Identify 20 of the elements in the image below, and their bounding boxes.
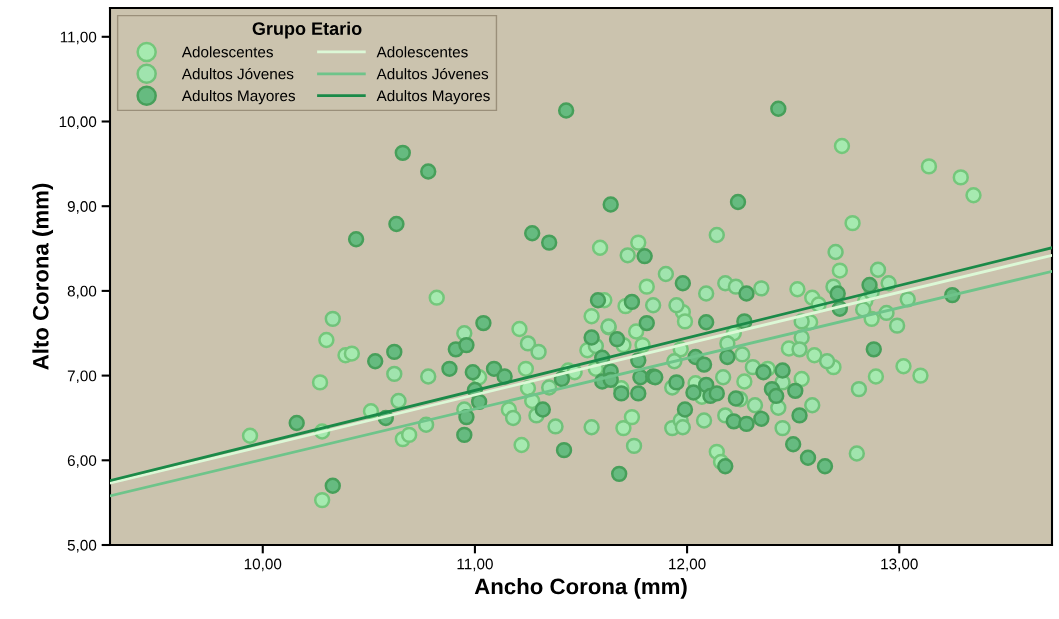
y-tick-label: 8,00 — [67, 285, 97, 299]
x-tick-label: 12,00 — [669, 558, 706, 572]
legend-label: Adultos Jóvenes — [181, 67, 294, 80]
x-tick-label: 11,00 — [457, 558, 493, 572]
x-tick-label: 10,00 — [244, 558, 282, 572]
y-tick-label: 9,00 — [67, 201, 97, 214]
legend-label: Adultos Mayores — [181, 89, 296, 105]
legend-label: Adultos Mayores — [376, 89, 490, 105]
legend-title: Grupo Etario — [252, 21, 362, 39]
legend-label: Adolescentes — [181, 46, 273, 58]
y-tick-label: 11,00 — [60, 31, 97, 45]
legend-label: Adultos Jóvenes — [376, 67, 489, 80]
x-axis-title: Ancho Corona (mm) — [474, 577, 687, 599]
y-tick-label: 5,00 — [67, 539, 97, 553]
y-tick-label: 6,00 — [67, 455, 97, 468]
y-tick-label: 10,00 — [59, 116, 97, 129]
y-axis-title: Alto Corona (mm) — [32, 183, 54, 370]
legend-label: Adolescentes — [376, 46, 468, 58]
y-tick-label: 7,00 — [67, 370, 97, 384]
x-tick-label: 13,00 — [881, 558, 918, 572]
